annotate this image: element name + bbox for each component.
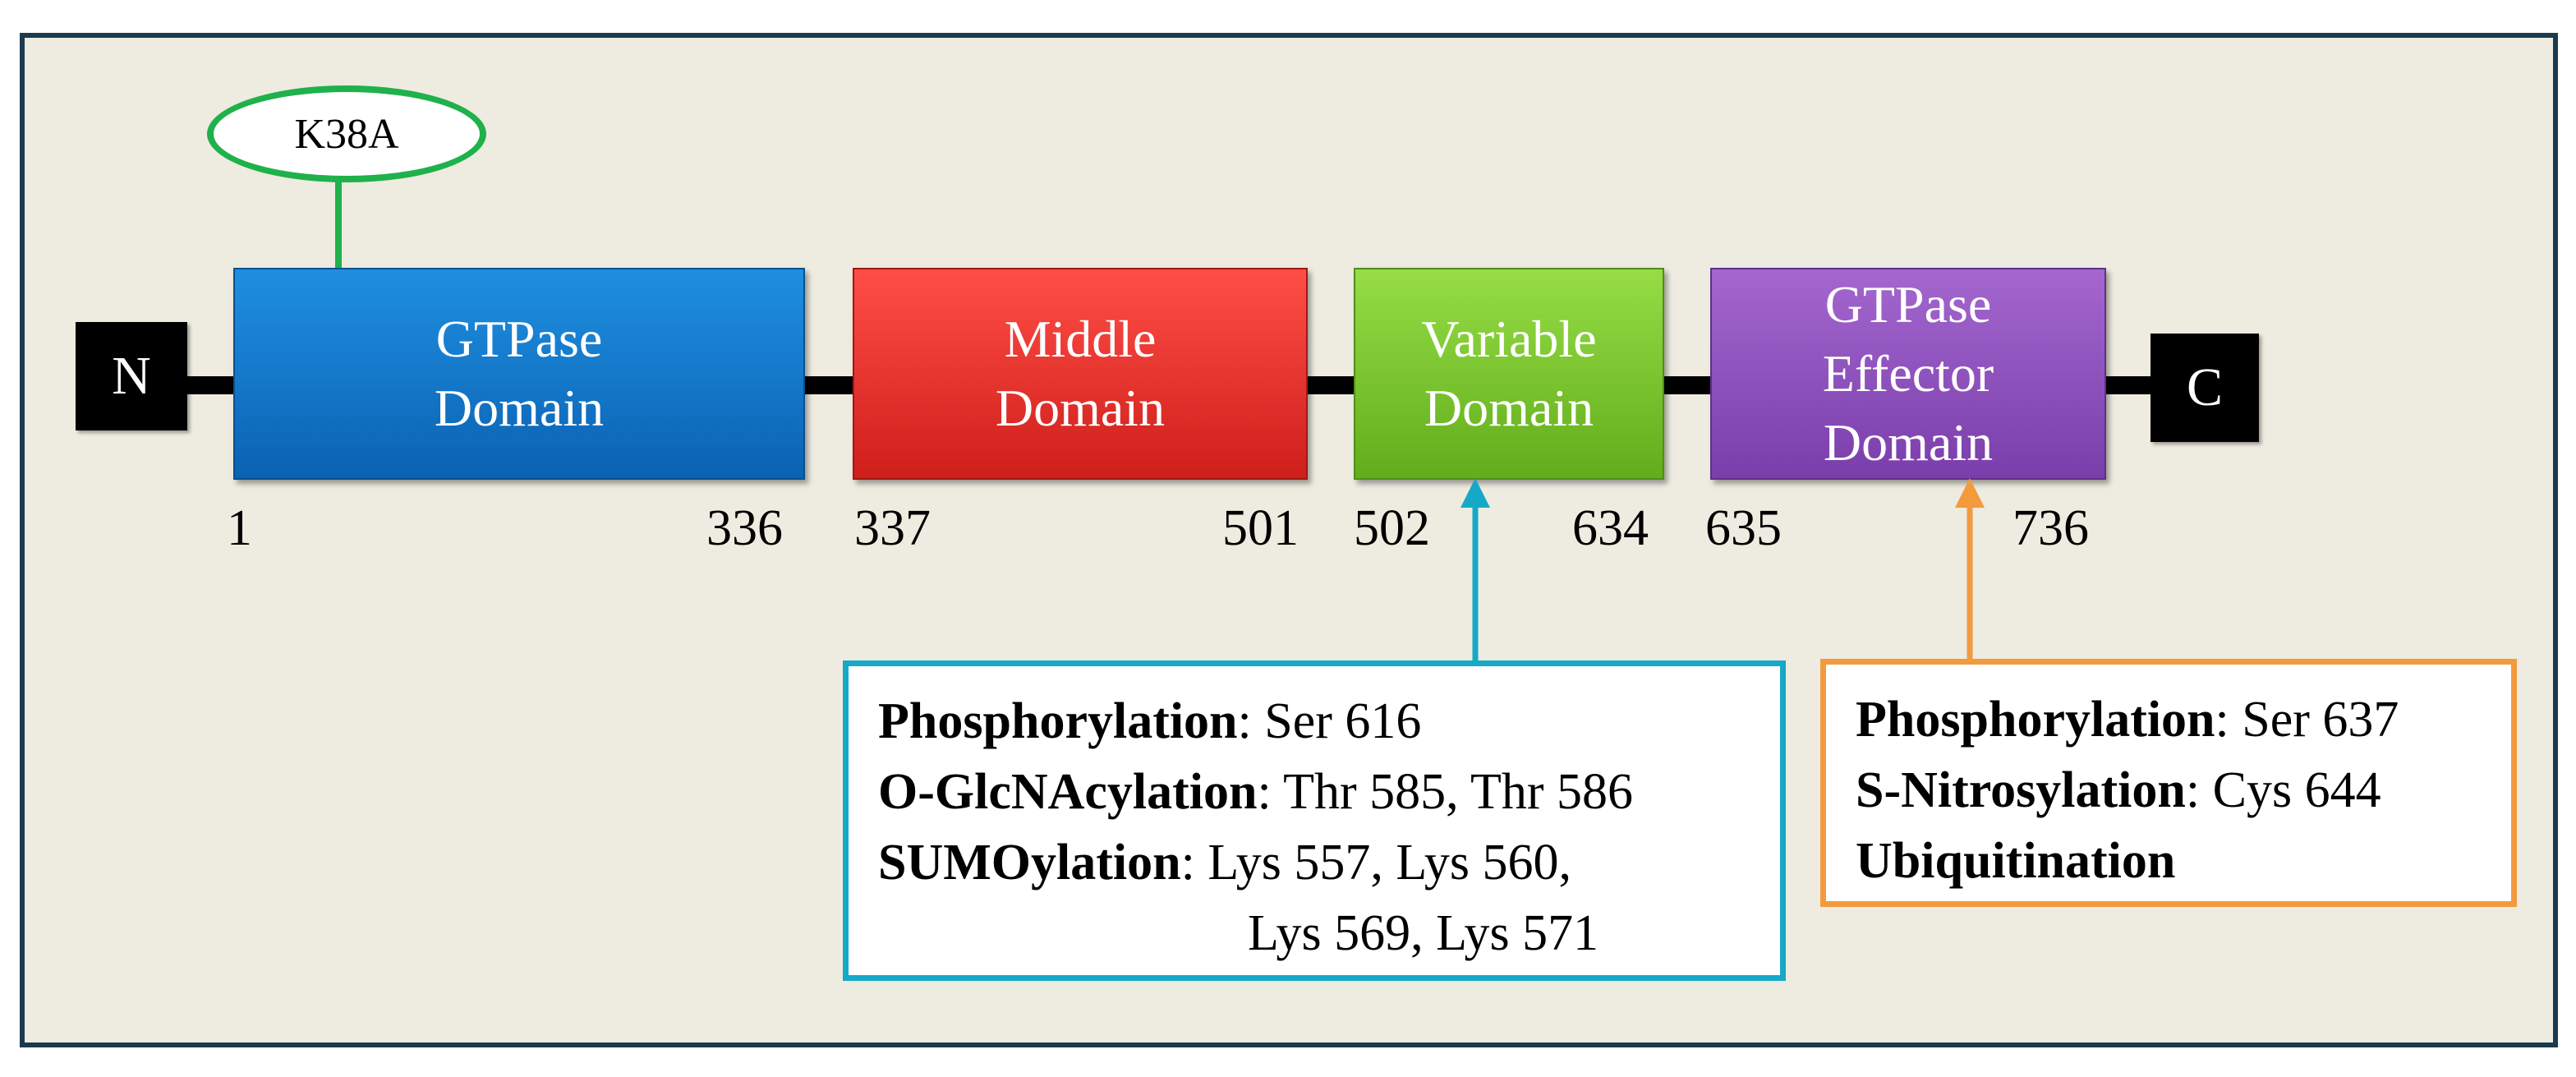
domain-label-line: Domain	[995, 379, 1166, 437]
position-label: 336	[706, 500, 783, 556]
domain-label-line: GTPase	[435, 310, 603, 368]
effector-domain-ptm-box: Phosphorylation: Ser 637 S-Nitrosylation…	[1820, 659, 2517, 907]
position-label: 634	[1572, 500, 1649, 556]
mutation-label: K38A	[207, 85, 486, 182]
domain-label-line: GTPase	[1824, 275, 1992, 334]
ptm-sites: : Lys 557, Lys 560,	[1180, 835, 1571, 891]
n-terminus: N	[76, 322, 187, 430]
ptm-sites: : Ser 637	[2215, 692, 2399, 748]
ptm-type: Ubiquitination	[1856, 833, 2176, 889]
domain-label-line: Middle	[1004, 310, 1157, 368]
position-label: 501	[1222, 500, 1299, 556]
gtpase-effector-domain: GTPase Effector Domain	[1710, 268, 2106, 480]
variable-domain-ptm-box: Phosphorylation: Ser 616 O-GlcNAcylation…	[843, 660, 1786, 981]
c-terminus: C	[2150, 334, 2259, 442]
ptm-row: SUMOylation: Lys 557, Lys 560,	[878, 827, 1780, 898]
ptm-row: S-Nitrosylation: Cys 644	[1856, 755, 2511, 826]
ptm-type: Phosphorylation	[1856, 692, 2215, 748]
ptm-sites-continuation: Lys 569, Lys 571	[1248, 905, 1599, 961]
domain-label-line: Domain	[1424, 379, 1594, 437]
ptm-row: Phosphorylation: Ser 637	[1856, 684, 2511, 755]
ptm-sites: : Cys 644	[2185, 762, 2381, 818]
ptm-sites: : Thr 585, Thr 586	[1257, 764, 1634, 820]
variable-domain: Variable Domain	[1354, 268, 1664, 480]
ptm-row: O-GlcNAcylation: Thr 585, Thr 586	[878, 757, 1780, 827]
domain-label-line: Domain	[1823, 413, 1994, 472]
position-label: 635	[1705, 500, 1782, 556]
position-label: 502	[1354, 500, 1430, 556]
ptm-type: Phosphorylation	[878, 693, 1238, 749]
ptm-row: Ubiquitination	[1856, 826, 2511, 896]
ptm-type: S-Nitrosylation	[1856, 762, 2186, 818]
ptm-type: O-GlcNAcylation	[878, 764, 1258, 820]
domain-label-line: Domain	[434, 379, 605, 437]
ptm-type: SUMOylation	[878, 835, 1181, 891]
position-label: 736	[2012, 500, 2089, 556]
middle-domain: Middle Domain	[853, 268, 1308, 480]
gtpase-domain: GTPase Domain	[233, 268, 805, 480]
domain-label-line: Effector	[1822, 344, 1994, 403]
mutation-text: K38A	[294, 110, 399, 158]
variable-callout-arrow	[1460, 478, 1490, 660]
domain-label-line: Variable	[1421, 310, 1597, 368]
ptm-sites: : Ser 616	[1237, 693, 1422, 749]
ptm-row: Phosphorylation: Ser 616	[878, 686, 1780, 757]
position-label: 337	[854, 500, 931, 556]
effector-callout-arrow	[1955, 478, 1985, 659]
mutation-stem	[335, 181, 342, 268]
position-label: 1	[227, 500, 252, 556]
